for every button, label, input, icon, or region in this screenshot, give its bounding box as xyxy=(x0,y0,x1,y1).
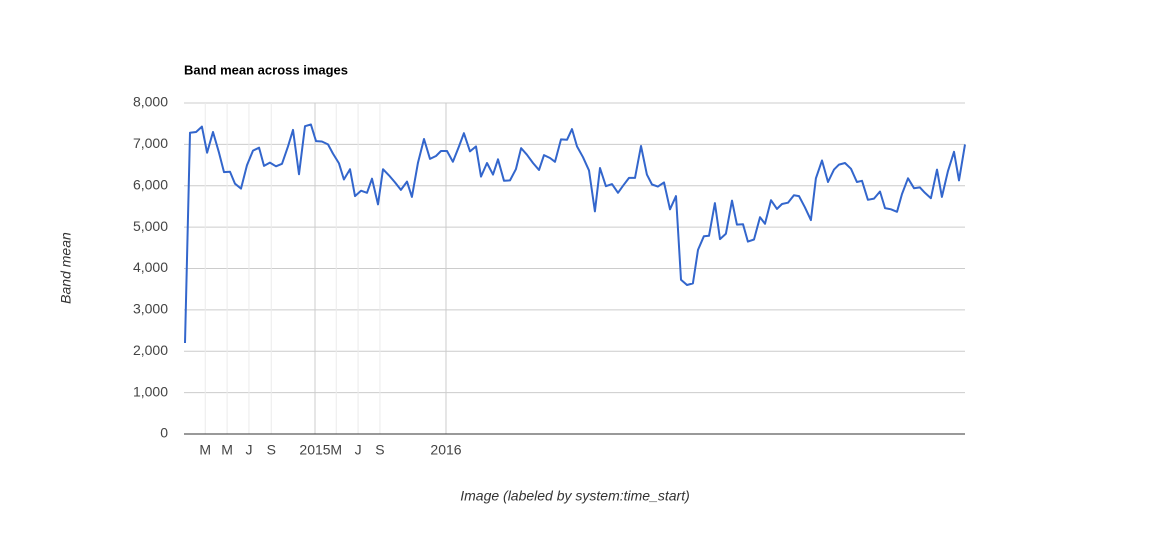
y-tick-label: 0 xyxy=(160,425,168,441)
y-tick-label: 8,000 xyxy=(133,94,168,110)
y-tick-label: 7,000 xyxy=(133,135,168,151)
y-tick-label: 1,000 xyxy=(133,383,168,399)
x-tick-label: S xyxy=(375,442,384,458)
y-tick-label: 6,000 xyxy=(133,176,168,192)
x-tick-label: J xyxy=(245,442,252,458)
x-tick-label: S xyxy=(267,442,276,458)
y-tick-label: 2,000 xyxy=(133,342,168,358)
x-tick-label: M xyxy=(199,442,211,458)
y-tick-label: 5,000 xyxy=(133,218,168,234)
x-tick-label: M xyxy=(221,442,233,458)
x-tick-label: J xyxy=(355,442,362,458)
x-tick-label: 2016 xyxy=(430,442,461,458)
x-tick-label: 2015 xyxy=(299,442,330,458)
x-tick-label: M xyxy=(330,442,342,458)
x-axis-title: Image (labeled by system:time_start) xyxy=(460,488,690,504)
data-line xyxy=(184,123,966,344)
y-tick-label: 3,000 xyxy=(133,301,168,317)
y-tick-label: 4,000 xyxy=(133,259,168,275)
y-axis-title: Band mean xyxy=(58,232,74,304)
chart-title: Band mean across images xyxy=(184,62,348,77)
